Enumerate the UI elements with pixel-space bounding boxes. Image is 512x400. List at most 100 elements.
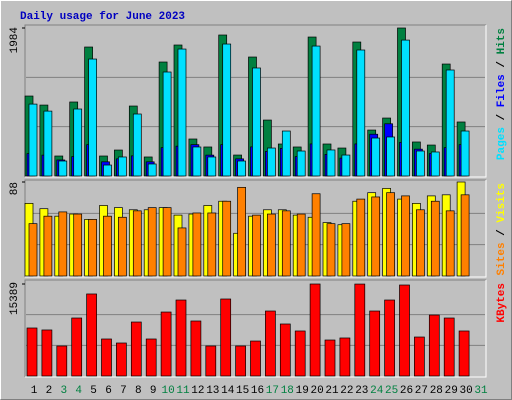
bar	[326, 223, 336, 277]
x-tick-label: 27	[415, 385, 428, 397]
x-tick-label: 14	[221, 385, 235, 397]
x-tick-label: 11	[176, 385, 190, 397]
chart-title: Daily usage for June 2023	[20, 11, 185, 23]
x-tick-label: 9	[150, 385, 157, 397]
bar	[416, 209, 425, 277]
bar	[267, 213, 276, 277]
bar	[250, 340, 261, 377]
bar	[58, 211, 68, 277]
x-tick-label: 24	[370, 385, 384, 397]
bar	[118, 156, 127, 177]
bar	[281, 130, 291, 177]
legend-entry: Pages	[496, 127, 508, 160]
legend-entry: Files	[496, 74, 508, 107]
panel-bevel	[25, 280, 487, 378]
bar	[132, 210, 142, 277]
bar	[103, 164, 112, 177]
bar	[460, 130, 470, 177]
bar	[369, 310, 381, 377]
x-tick-label: 7	[120, 385, 127, 397]
bar	[294, 330, 306, 377]
bar	[222, 43, 232, 177]
x-tick-label: 5	[90, 385, 97, 397]
bar	[445, 69, 455, 177]
y-tick-label: 15389	[9, 282, 21, 315]
bar	[190, 320, 202, 377]
bar	[237, 160, 246, 177]
bar	[162, 71, 172, 177]
legend-entry: Sites	[496, 242, 508, 275]
bar	[130, 321, 142, 377]
bar	[309, 283, 321, 377]
bar	[101, 338, 112, 377]
bar	[175, 299, 187, 377]
bar	[177, 48, 187, 177]
bar	[267, 147, 276, 177]
legend: KBytes	[496, 283, 508, 323]
x-tick-label: 26	[400, 385, 413, 397]
bar	[324, 339, 336, 377]
x-tick-label: 29	[445, 385, 458, 397]
bar	[384, 299, 395, 377]
bar	[445, 210, 455, 277]
x-tick-label: 31	[474, 385, 488, 397]
legend-separator: /	[496, 223, 508, 243]
bar	[88, 219, 97, 277]
y-tick-label: 88	[9, 182, 21, 195]
bar	[207, 212, 217, 277]
bar	[28, 103, 38, 177]
bar	[416, 150, 425, 177]
x-tick-label: 21	[325, 385, 339, 397]
bar	[86, 293, 97, 377]
x-tick-label: 3	[60, 385, 67, 397]
bar	[281, 210, 291, 277]
bar	[235, 345, 246, 377]
bar	[71, 317, 83, 377]
bar	[458, 330, 470, 377]
x-tick-label: 10	[161, 385, 174, 397]
bar	[371, 196, 381, 277]
x-tick-label: 13	[206, 385, 219, 397]
bar	[73, 213, 83, 277]
x-tick-label: 12	[191, 385, 204, 397]
legend-entry: KBytes	[496, 283, 508, 323]
bar	[414, 336, 425, 377]
bar	[160, 311, 172, 377]
x-tick-label: 8	[135, 385, 142, 397]
bar	[386, 192, 395, 277]
x-tick-label: 15	[236, 385, 249, 397]
bar	[386, 136, 395, 177]
bar	[354, 283, 366, 377]
bar	[401, 195, 410, 277]
bar	[88, 58, 97, 177]
bar	[296, 150, 306, 177]
bar	[279, 323, 291, 377]
panel-bevel	[24, 279, 486, 377]
bar	[56, 345, 68, 377]
bar	[265, 310, 276, 377]
legend-entry: Visits	[496, 183, 508, 223]
bar	[356, 49, 366, 177]
bar	[430, 151, 440, 177]
legend-entry: Hits	[496, 28, 508, 54]
bar	[356, 198, 366, 277]
bar	[147, 207, 157, 277]
x-tick-label: 16	[251, 385, 264, 397]
panel-bevel	[25, 180, 487, 278]
bar	[296, 213, 306, 277]
x-tick-label: 17	[266, 385, 279, 397]
legend: Pages / Files / Hits	[496, 28, 508, 160]
x-tick-label: 22	[340, 385, 353, 397]
bar	[162, 207, 172, 277]
bar	[401, 39, 410, 177]
x-tick-label: 28	[430, 385, 443, 397]
bar	[192, 212, 202, 277]
x-tick-label: 6	[105, 385, 112, 397]
bar	[339, 337, 351, 377]
bar	[28, 223, 38, 277]
bar	[428, 314, 440, 377]
x-tick-label: 19	[296, 385, 309, 397]
bar	[132, 113, 142, 177]
bar	[103, 215, 112, 277]
